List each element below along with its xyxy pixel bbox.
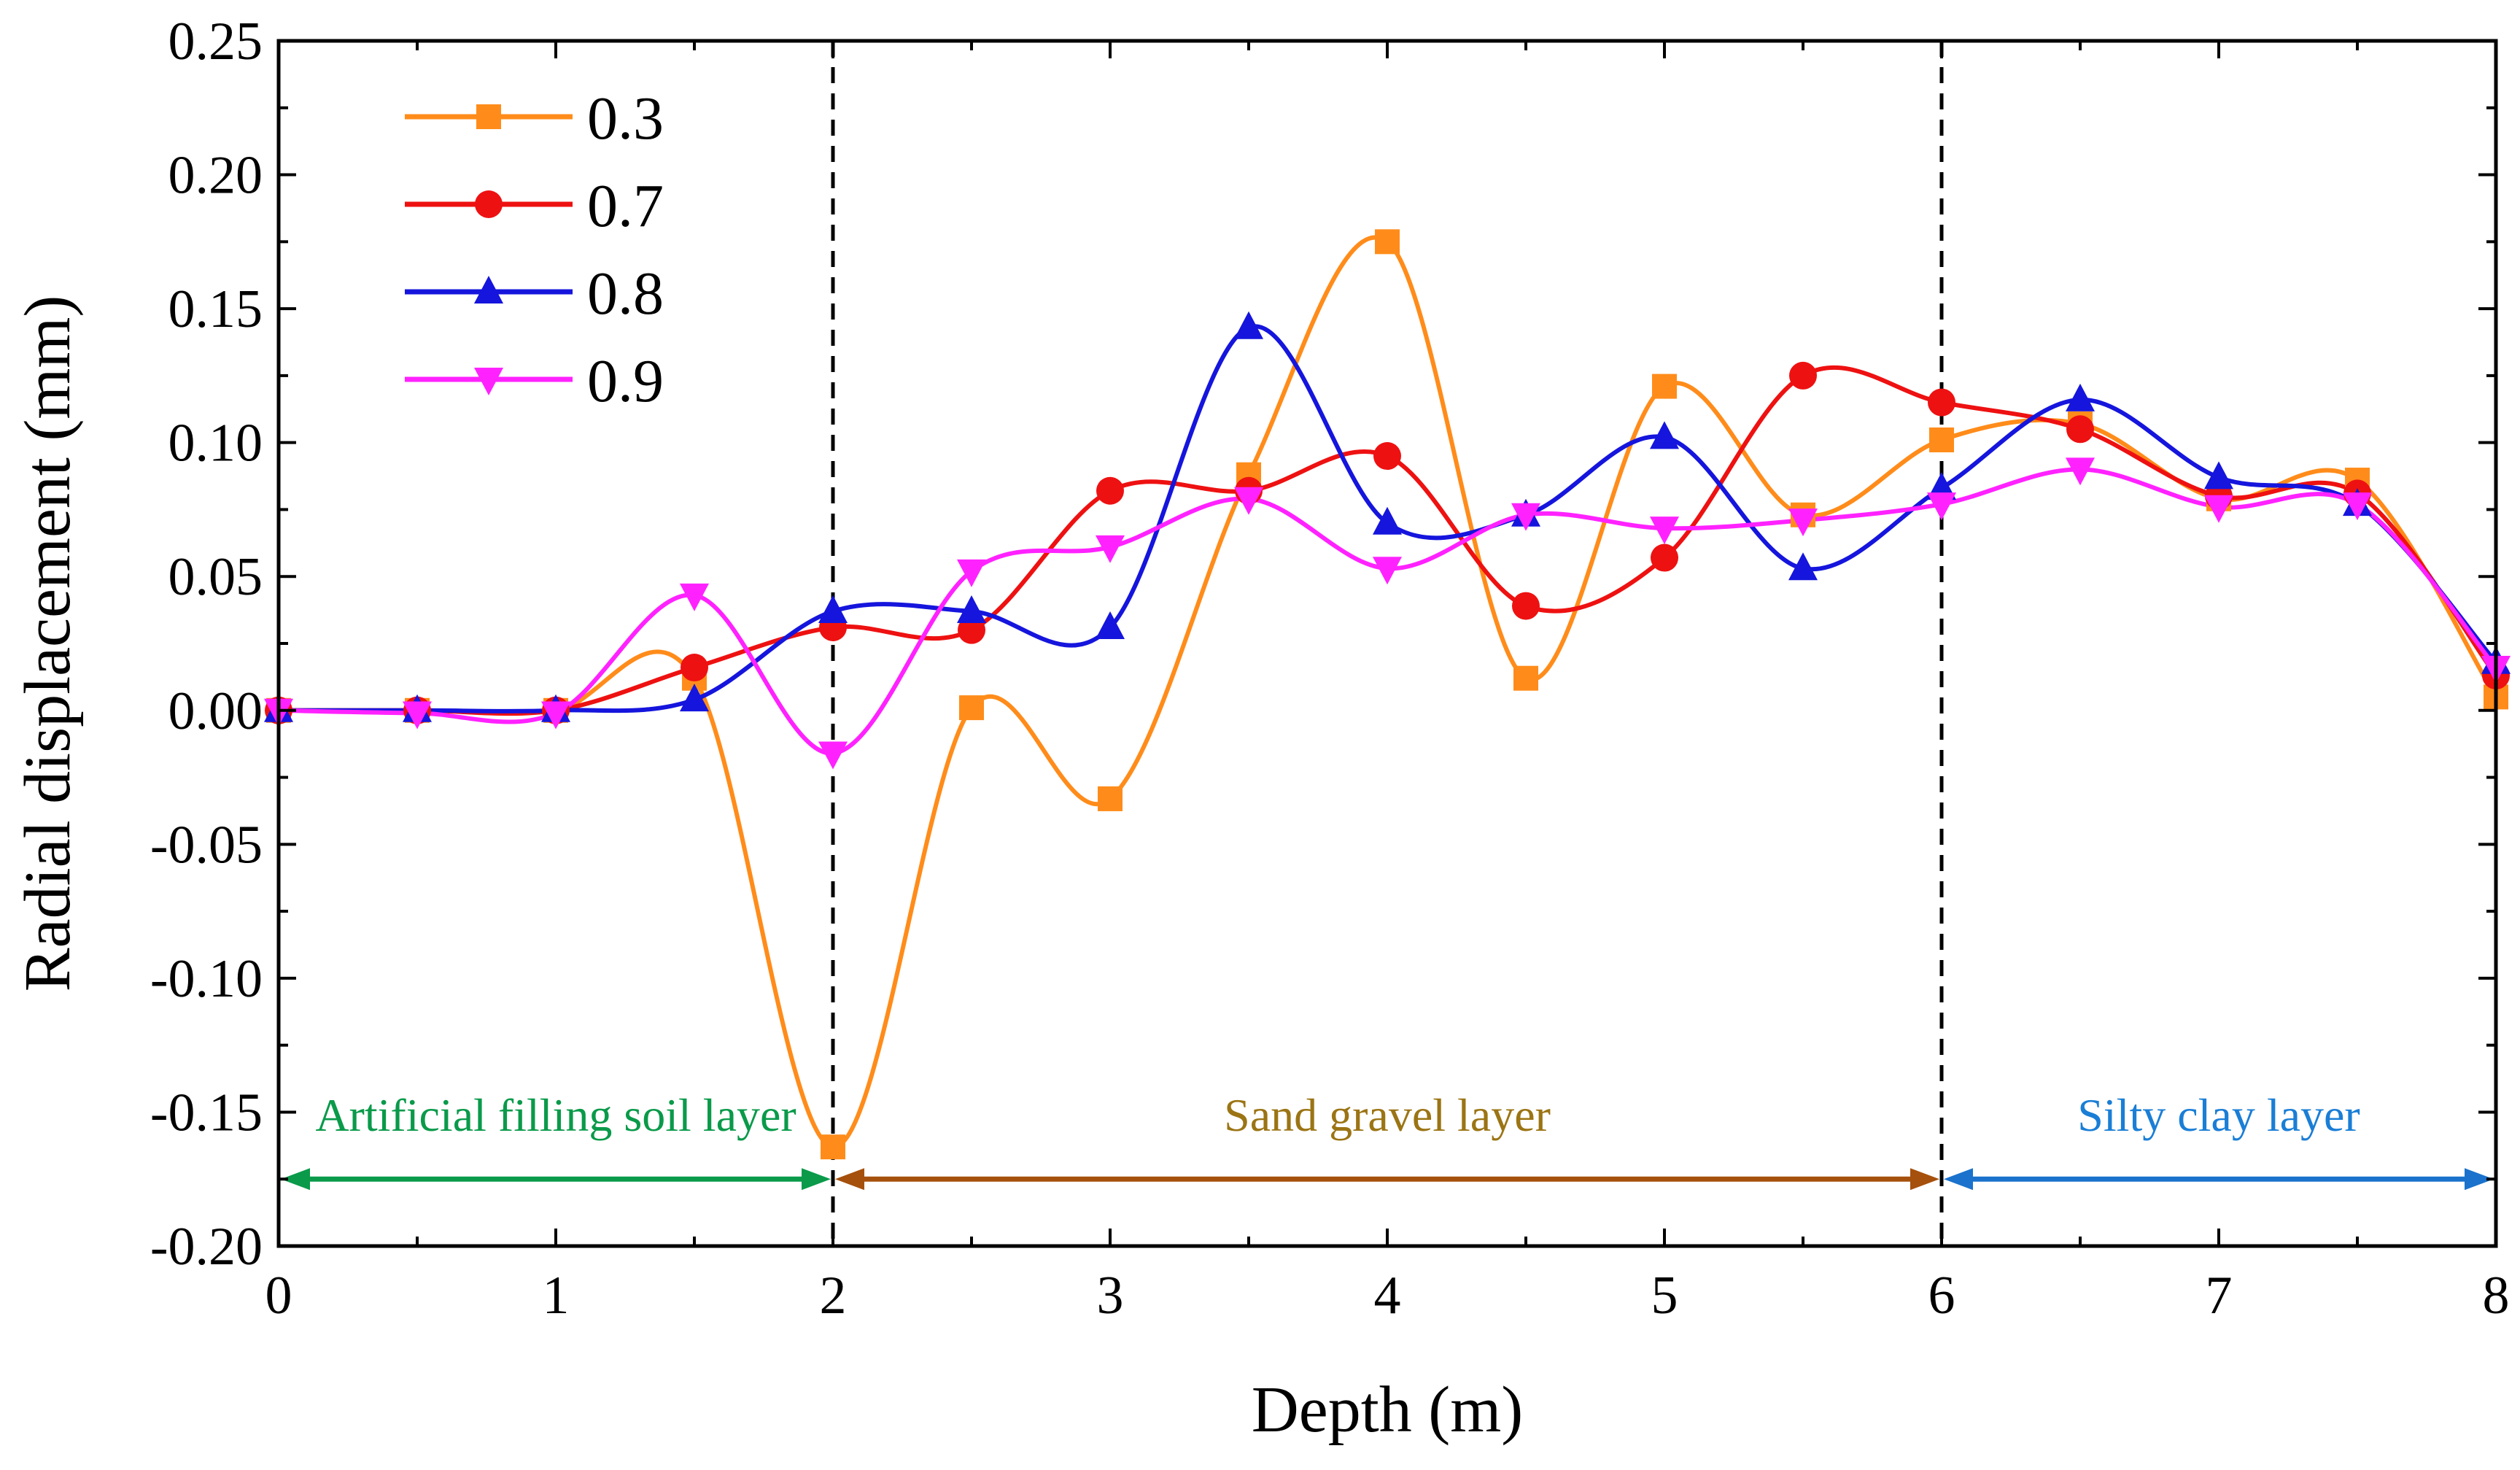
marker-triangle-down: [1927, 492, 1956, 521]
y-tick-label: -0.15: [150, 1083, 263, 1142]
y-tick-label: 0.00: [168, 681, 263, 741]
y-tick-label: -0.05: [150, 815, 263, 875]
marker-triangle-up: [474, 276, 503, 303]
x-tick-label: 8: [2483, 1266, 2510, 1326]
layer-arrow-head-right: [1910, 1168, 1939, 1191]
y-tick-label: 0.15: [168, 279, 263, 339]
layer-label: Artificial filling soil layer: [315, 1089, 796, 1141]
marker-triangle-down: [1373, 557, 1402, 585]
marker-triangle-down: [680, 583, 709, 611]
marker-circle: [1789, 361, 1817, 390]
marker-triangle-up: [2204, 461, 2233, 490]
marker-triangle-up: [957, 595, 986, 623]
x-tick-label: 7: [2206, 1266, 2233, 1326]
marker-square: [1652, 374, 1677, 399]
marker-triangle-up: [1096, 611, 1125, 639]
marker-triangle-down: [2204, 495, 2233, 523]
marker-square: [476, 104, 501, 129]
marker-square: [1929, 427, 1954, 452]
series-markers: [264, 229, 2511, 1160]
legend-label: 0.8: [587, 260, 664, 328]
layer-labels: Artificial filling soil layer Sand gravel…: [315, 1089, 2360, 1141]
layer-boundaries: [831, 41, 1944, 1246]
marker-triangle-down: [1788, 508, 1818, 537]
marker-square: [1513, 665, 1538, 691]
x-tick-label: 3: [1097, 1266, 1124, 1326]
marker-triangle-down: [541, 701, 570, 730]
y-axis-label: Radial displacement (mm): [12, 295, 84, 992]
x-tick-label: 4: [1374, 1266, 1401, 1326]
x-axis-label: Depth (m): [1252, 1374, 1523, 1446]
marker-circle: [1651, 543, 1678, 572]
marker-triangle-up: [1373, 506, 1402, 535]
marker-triangle-up: [818, 595, 848, 623]
layer-label: Sand gravel layer: [1224, 1089, 1551, 1141]
layer-arrow-head-right: [802, 1168, 831, 1191]
marker-square: [1098, 786, 1123, 811]
layer-arrows: [281, 1168, 2494, 1191]
marker-circle: [958, 616, 985, 644]
marker-circle: [1096, 476, 1124, 505]
marker-circle: [1512, 592, 1540, 620]
y-tick-label: 0.25: [168, 12, 263, 71]
y-tick-label: -0.20: [150, 1217, 263, 1277]
legend: 0.3 0.7 0.8 0.9: [405, 85, 664, 415]
marker-circle: [681, 654, 708, 682]
axes: 0 1 2 3 4 5 6 7 8 -0.20 -0.15 -0.10 -0.05 0.00 0.05 0.1…: [150, 12, 2510, 1326]
legend-label: 0.9: [587, 347, 664, 415]
marker-triangle-down: [1096, 535, 1125, 563]
layer-arrow-head-right: [2465, 1168, 2494, 1191]
marker-triangle-up: [1788, 552, 1818, 581]
y-tick-label: -0.10: [150, 949, 263, 1009]
legend-label: 0.3: [587, 85, 664, 152]
y-tick-label: 0.05: [168, 547, 263, 607]
x-tick-label: 0: [265, 1266, 292, 1326]
layer-arrow-head-left: [835, 1168, 864, 1191]
marker-square: [959, 695, 984, 721]
x-tick-label: 5: [1651, 1266, 1678, 1326]
marker-circle: [1928, 388, 1955, 417]
x-tick-label: 2: [820, 1266, 847, 1326]
marker-triangle-down: [2066, 457, 2095, 486]
marker-triangle-up: [2066, 383, 2095, 411]
marker-triangle-down: [474, 368, 503, 395]
marker-square: [1375, 229, 1400, 255]
marker-triangle-down: [1234, 487, 1263, 515]
marker-circle: [475, 190, 503, 218]
y-tick-label: 0.10: [168, 414, 263, 473]
legend-label: 0.7: [587, 172, 664, 240]
series-line-0.9: [279, 467, 2496, 756]
marker-triangle-down: [1511, 503, 1540, 531]
layer-arrow-head-left: [1944, 1168, 1973, 1191]
marker-square: [821, 1134, 845, 1160]
marker-circle: [2066, 415, 2094, 444]
marker-triangle-up: [1650, 421, 1679, 449]
marker-triangle-down: [2343, 492, 2372, 521]
marker-triangle-up: [1234, 311, 1263, 339]
layer-arrow-head-left: [281, 1168, 310, 1191]
marker-circle: [1373, 442, 1401, 471]
marker-triangle-up: [680, 684, 709, 712]
marker-triangle-down: [957, 559, 986, 587]
x-tick-label: 1: [543, 1266, 570, 1326]
y-tick-label: 0.20: [168, 146, 263, 206]
marker-triangle-down: [1650, 517, 1679, 545]
layer-label: Silty clay layer: [2077, 1089, 2360, 1141]
x-tick-label: 6: [1928, 1266, 1955, 1326]
marker-triangle-down: [818, 741, 848, 770]
marker-triangle-down: [403, 701, 432, 730]
